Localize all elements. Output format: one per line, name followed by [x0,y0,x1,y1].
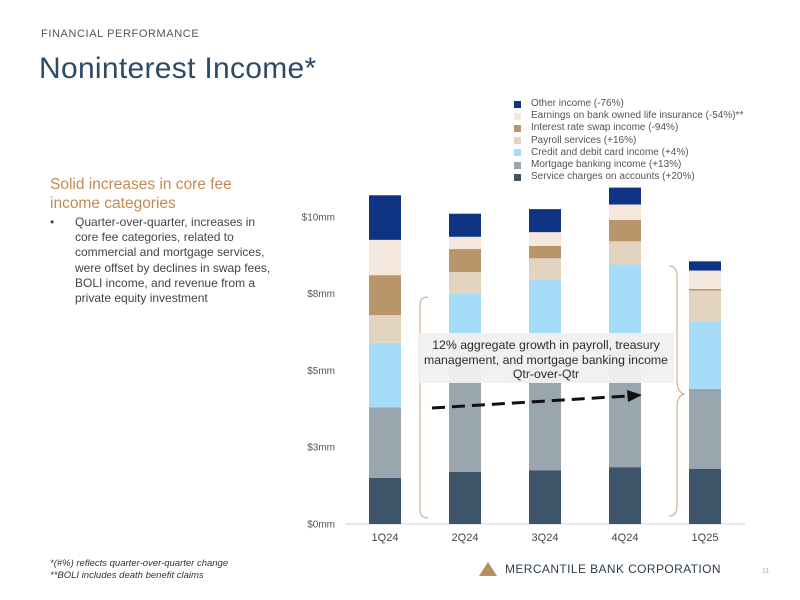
legend-item: Other income (-76%) [514,98,743,110]
bar-segment [689,290,721,322]
y-tick-label: $0mm [307,520,335,531]
chart-legend: Other income (-76%) Earnings on bank owne… [514,98,743,183]
legend-item: Interest rate swap income (-94%) [514,122,743,134]
legend-swatch [514,149,521,157]
bar-segment [609,219,641,242]
bar-segment [689,270,721,289]
y-tick-label: $10mm [302,212,335,223]
y-tick-label: $3mm [307,443,335,454]
legend-label: Interest rate swap income (-94%) [531,122,679,134]
bar-segment [609,204,641,220]
bar-segment [369,275,401,316]
sidebar-subtitle: Solid increases in core fee income categ… [50,176,232,212]
x-tick-label: 4Q24 [612,532,639,544]
legend-label: Mortgage banking income (+13%) [531,159,682,171]
legend-label: Earnings on bank owned life insurance (-… [531,110,744,122]
bar-segment [609,467,641,524]
logo-triangle-icon [479,562,497,576]
legend-item: Credit and debit card income (+4%) [514,147,743,159]
legend-label: Other income (-76%) [531,98,624,110]
legend-swatch [514,173,521,181]
growth-arrow-head [627,390,642,402]
x-tick-label: 3Q24 [532,532,559,544]
growth-arrow-line [431,394,629,410]
legend-swatch [514,100,521,108]
legend-item: Payroll services (+16%) [514,135,743,147]
bar-segment [369,195,401,240]
company-logo: MERCANTILE BANK CORPORATION [479,562,721,576]
bar-segment [689,288,721,291]
x-tick-label: 1Q25 [692,532,719,544]
chart-callout: 12% aggregate growth in payroll, treasur… [418,333,674,383]
bar-segment [609,187,641,205]
section-kicker: FINANCIAL PERFORMANCE [41,28,200,40]
footnote-1: *(#%) reflects quarter-over-quarter chan… [50,558,229,569]
right-brace [668,265,686,517]
x-tick-label: 2Q24 [452,532,479,544]
bar-segment [609,241,641,265]
legend-label: Payroll services (+16%) [531,134,637,146]
bar-segment [689,388,721,469]
bullet-marker: • [50,215,55,229]
legend-swatch [514,112,521,120]
bar-segment [689,321,721,389]
bar-segment [689,468,721,524]
bar-segment [449,249,481,273]
bar-segment [369,315,401,343]
company-name: MERCANTILE BANK CORPORATION [505,562,721,576]
legend-label: Service charges on accounts (+20%) [531,171,695,183]
bar-segment [369,342,401,408]
bullet-text: Quarter-over-quarter, increases in core … [75,215,271,306]
bar-segment [529,232,561,246]
left-bracket [419,296,429,519]
legend-item: Earnings on bank owned life insurance (-… [514,110,743,122]
bar-segment [369,407,401,478]
bar-segment [529,209,561,233]
bar-segment [529,258,561,280]
y-tick-label: $5mm [307,366,335,377]
bar-segment [449,471,481,524]
legend-item: Mortgage banking income (+13%) [514,159,743,171]
legend-swatch [514,124,521,132]
bar-segment [689,261,721,271]
footnotes: *(#%) reflects quarter-over-quarter chan… [50,558,228,582]
page-title: Noninterest Income* [39,52,317,85]
bar-segment [529,470,561,524]
bar-segment [529,245,561,259]
bar-segment [449,236,481,250]
legend-swatch [514,161,521,169]
bar-segment [449,213,481,237]
bar-segment [449,272,481,294]
y-tick-label: $8mm [307,289,335,300]
legend-swatch [514,137,521,145]
x-tick-label: 1Q24 [372,532,399,544]
legend-item: Service charges on accounts (+20%) [514,171,743,183]
page-number: 11 [762,568,770,575]
bar-segment [369,477,401,524]
legend-label: Credit and debit card income (+4%) [531,146,689,158]
bar-segment [369,239,401,276]
footnote-2: **BOLI includes death benefit claims [50,570,204,581]
